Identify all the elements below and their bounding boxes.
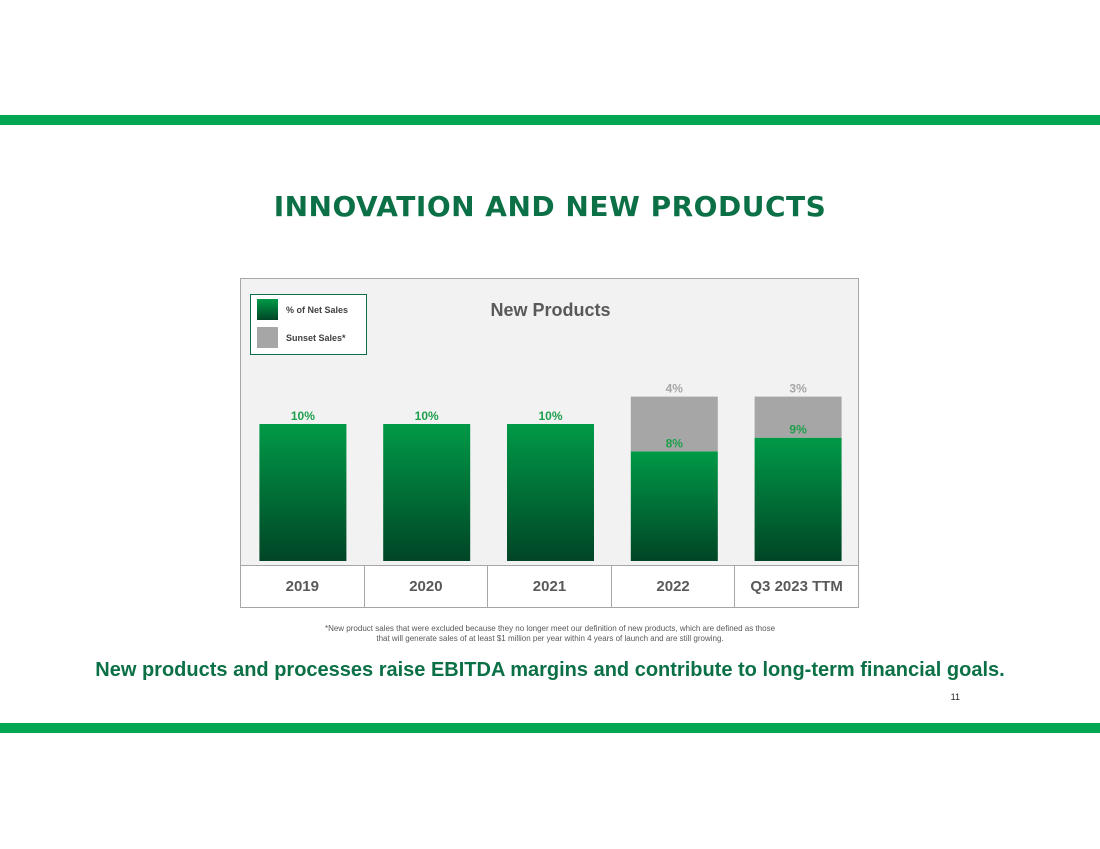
legend-label-sunset-sales: Sunset Sales* xyxy=(286,332,346,343)
data-label-net-sales: 10% xyxy=(538,409,562,423)
x-tick-label: 2022 xyxy=(612,566,736,607)
bar-net-sales xyxy=(383,424,471,561)
legend-label-net-sales: % of Net Sales xyxy=(286,304,349,315)
x-axis-category-table: 2019 2020 2021 2022 Q3 2023 TTM xyxy=(240,566,859,608)
data-label-sunset-sales: 3% xyxy=(789,382,807,396)
bar-net-sales xyxy=(754,437,842,561)
legend-item-sunset-sales: Sunset Sales* xyxy=(257,327,346,348)
data-label-net-sales: 10% xyxy=(291,409,315,423)
bar-net-sales xyxy=(630,451,718,561)
footnote: *New product sales that were excluded be… xyxy=(250,624,850,644)
data-label-net-sales: 10% xyxy=(415,409,439,423)
bar-net-sales xyxy=(259,424,347,561)
chart-legend: % of Net Sales Sunset Sales* xyxy=(250,294,367,355)
x-tick-label: 2020 xyxy=(365,566,489,607)
chart-panel: 10% 10% 10% 4% 8% 3% 9% New Products % of Net … xyxy=(240,278,859,566)
tagline: New products and processes raise EBITDA … xyxy=(95,659,1005,681)
page-number: 11 xyxy=(950,692,960,702)
data-label-sunset-sales: 4% xyxy=(666,382,684,396)
bar-net-sales xyxy=(507,424,594,561)
legend-swatch-net-sales xyxy=(257,299,278,320)
top-accent-band xyxy=(0,115,1100,125)
slide-title: INNOVATION AND NEW PRODUCTS xyxy=(273,190,827,223)
data-label-net-sales: 9% xyxy=(789,423,807,437)
footnote-line-2: that will generate sales of at least $1 … xyxy=(376,634,724,643)
legend-swatch-sunset-sales xyxy=(257,327,278,348)
x-tick-label: 2019 xyxy=(241,566,365,607)
chart-title: New Products xyxy=(490,300,611,320)
x-tick-label: Q3 2023 TTM xyxy=(750,578,843,595)
legend-item-net-sales: % of Net Sales xyxy=(257,299,348,320)
data-label-net-sales: 8% xyxy=(666,436,684,450)
bar-sunset-sales xyxy=(630,396,718,452)
bottom-accent-band xyxy=(0,723,1100,733)
bar-sunset-sales xyxy=(754,396,842,438)
footnote-line-1: *New product sales that were excluded be… xyxy=(324,624,776,633)
bar-chart: 10% 10% 10% 4% 8% 3% 9% xyxy=(259,382,842,561)
x-tick-label: 2021 xyxy=(488,566,612,607)
